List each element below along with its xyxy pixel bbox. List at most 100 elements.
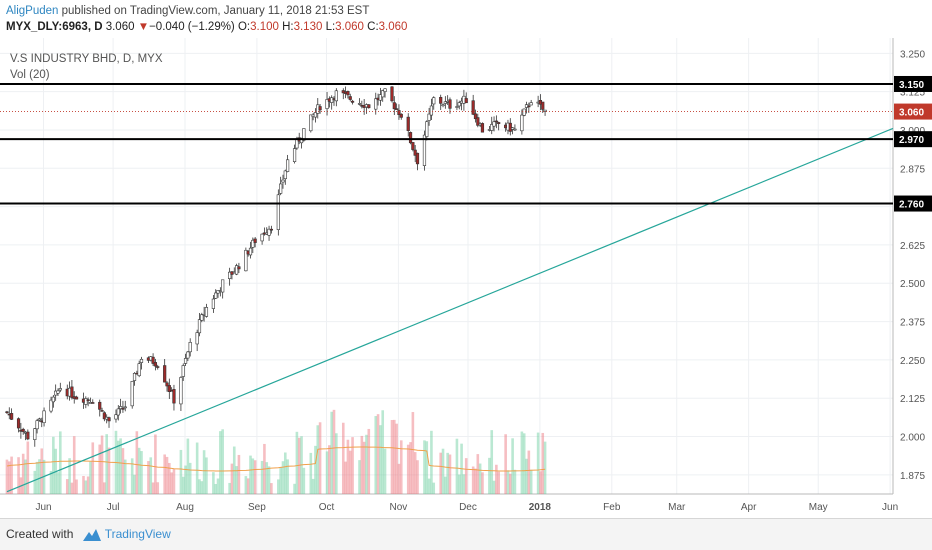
volume-bar: [228, 482, 231, 494]
candle: [21, 428, 25, 432]
chart-header: AligPuden published on TradingView.com, …: [0, 0, 932, 38]
volume-bar: [277, 479, 280, 494]
candle: [37, 418, 42, 421]
volume-bar: [330, 411, 333, 494]
volume-bar: [212, 472, 215, 494]
volume-bar: [253, 460, 257, 494]
candle: [58, 388, 62, 391]
candle: [543, 109, 547, 112]
volume-bar: [367, 428, 371, 494]
chart-area[interactable]: 3.2503.1253.0002.8752.7502.6252.5002.375…: [0, 38, 932, 518]
volume-bar: [314, 445, 317, 494]
volume-bar: [10, 456, 13, 494]
candle: [237, 266, 241, 270]
candle: [204, 307, 209, 317]
candle: [422, 134, 427, 166]
volume-bar: [492, 480, 496, 494]
volume-bar: [133, 474, 136, 494]
volume-bar: [497, 471, 500, 494]
candle: [425, 121, 429, 137]
candle: [279, 183, 283, 194]
volume-bar: [525, 458, 528, 494]
volume-bar: [137, 447, 141, 494]
tradingview-brand[interactable]: TradingView: [104, 527, 171, 541]
volume-bar: [328, 445, 331, 494]
volume-bar: [135, 431, 139, 494]
volume-bar: [397, 463, 401, 494]
volume-bar: [283, 452, 287, 494]
volume-bar: [536, 432, 540, 494]
candle: [119, 406, 123, 409]
volume-bar: [411, 412, 415, 494]
volume-bar: [279, 467, 282, 494]
volume-bar: [33, 470, 37, 494]
volume-bar: [446, 452, 449, 494]
candle: [457, 102, 461, 107]
candle: [432, 97, 436, 105]
indicator-label[interactable]: Vol (20): [10, 69, 50, 81]
volume-bar: [439, 452, 443, 494]
volume-bar: [195, 442, 199, 494]
candle: [281, 179, 285, 183]
volume-bar: [427, 478, 431, 494]
last-price-badge: [894, 103, 932, 120]
candle: [276, 194, 280, 230]
volume-bar: [332, 409, 336, 494]
candle: [357, 103, 362, 105]
volume-bar: [91, 442, 95, 494]
candle: [56, 390, 60, 394]
candle: [318, 106, 322, 111]
candle: [156, 366, 160, 368]
candle: [9, 413, 14, 420]
volume-bar: [156, 482, 160, 494]
candle: [172, 389, 176, 404]
low-label: L:: [325, 21, 336, 33]
x-tick-label: Nov: [389, 502, 407, 513]
price-chart[interactable]: 3.2503.1253.0002.8752.7502.6252.5002.375…: [0, 38, 932, 518]
volume-bar: [376, 414, 380, 494]
candle: [70, 386, 74, 398]
x-tick-label: Jun: [35, 502, 51, 513]
candle: [473, 113, 478, 120]
volume-bar: [488, 457, 491, 494]
open-value: 3.100: [250, 21, 279, 33]
candle: [84, 398, 88, 405]
candle: [522, 108, 526, 116]
volume-bar: [246, 478, 250, 494]
candle: [100, 410, 104, 412]
volume-bar: [311, 478, 315, 494]
candle: [86, 399, 90, 402]
candle: [325, 99, 329, 109]
last-price: 3.060: [105, 21, 135, 33]
high-value: 3.130: [293, 21, 323, 33]
volume-bar: [457, 474, 461, 494]
volume-bar: [474, 468, 477, 494]
volume-bar: [416, 460, 419, 494]
volume-bar: [7, 461, 11, 494]
candle: [167, 385, 171, 393]
volume-bar: [425, 441, 429, 494]
candle: [179, 377, 183, 405]
candle: [399, 113, 403, 118]
x-tick-label: Jul: [107, 502, 120, 513]
volume-bar: [17, 457, 20, 494]
volume-bar: [513, 469, 517, 494]
change-value: −0.040 (−1.29%): [149, 21, 235, 33]
candle: [139, 358, 144, 363]
volume-bar: [49, 470, 53, 494]
author-link[interactable]: AligPuden: [6, 5, 59, 17]
candle: [121, 408, 125, 410]
candle: [188, 342, 192, 353]
level-badge: [894, 131, 932, 148]
open-label: O:: [237, 21, 251, 33]
candle: [427, 113, 431, 121]
volume-bar: [448, 454, 452, 494]
volume-bar: [107, 447, 111, 494]
candle: [163, 365, 167, 383]
volume-bar: [527, 450, 531, 494]
volume-bar: [170, 472, 173, 494]
candle: [16, 418, 21, 429]
candle: [413, 149, 417, 156]
created-with: Created with TradingView: [6, 527, 171, 541]
candle: [415, 152, 420, 165]
